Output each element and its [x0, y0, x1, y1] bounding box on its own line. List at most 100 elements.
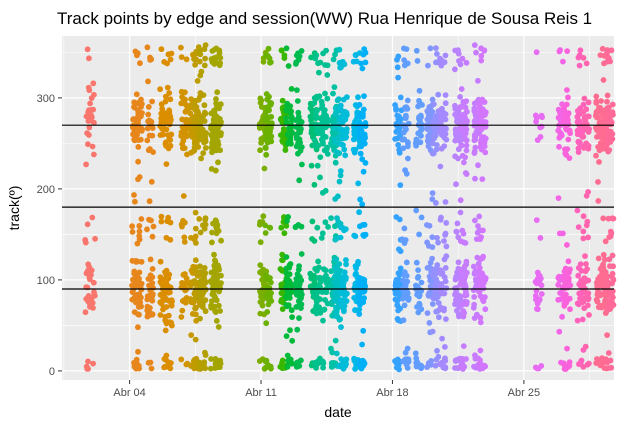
- track-point: [148, 56, 155, 63]
- track-point: [402, 280, 409, 287]
- track-point: [434, 142, 440, 148]
- track-point: [397, 94, 404, 101]
- track-point: [593, 98, 600, 105]
- track-point: [191, 125, 198, 132]
- y-axis-title: track(º): [6, 186, 22, 231]
- track-point: [396, 216, 403, 223]
- track-point: [472, 133, 478, 139]
- track-point: [416, 231, 422, 238]
- track-point: [216, 50, 223, 56]
- track-point: [482, 119, 489, 125]
- track-point: [604, 332, 610, 338]
- track-point: [425, 360, 432, 366]
- track-point: [165, 363, 172, 370]
- track-point: [138, 294, 144, 301]
- track-point: [183, 275, 190, 282]
- track-point: [585, 113, 592, 120]
- track-point: [212, 308, 219, 314]
- track-point: [555, 114, 562, 121]
- track-point: [144, 125, 151, 132]
- track-point: [401, 271, 407, 278]
- track-point: [198, 155, 205, 162]
- track-point: [453, 297, 459, 303]
- track-point: [308, 162, 315, 169]
- track-point: [167, 56, 174, 63]
- track-point: [209, 229, 215, 236]
- track-point: [356, 284, 363, 290]
- track-point: [145, 309, 152, 315]
- track-point: [293, 363, 300, 370]
- track-point: [535, 271, 542, 278]
- track-point: [600, 251, 607, 258]
- track-point: [415, 267, 421, 273]
- track-point: [262, 116, 269, 122]
- track-point: [584, 266, 590, 272]
- track-point: [555, 195, 562, 202]
- track-point: [441, 256, 448, 263]
- track-point: [362, 123, 369, 129]
- track-point: [283, 270, 290, 277]
- track-point: [442, 344, 448, 350]
- track-point: [144, 226, 150, 233]
- track-point: [356, 299, 363, 306]
- track-point: [201, 359, 208, 366]
- track-point: [343, 257, 349, 263]
- track-point: [606, 256, 613, 263]
- track-point: [475, 162, 481, 169]
- track-point: [319, 230, 326, 237]
- track-point: [561, 361, 567, 368]
- track-point: [294, 326, 301, 333]
- track-point: [598, 304, 605, 311]
- track-point: [586, 126, 592, 132]
- track-point: [296, 281, 303, 288]
- track-point: [89, 214, 96, 221]
- track-point: [605, 148, 612, 155]
- track-point: [461, 159, 467, 166]
- track-point: [471, 100, 478, 107]
- track-point: [321, 274, 328, 281]
- track-point: [562, 150, 569, 157]
- track-point: [194, 78, 201, 84]
- track-point: [432, 362, 439, 369]
- track-point: [575, 224, 582, 231]
- track-point: [359, 201, 366, 208]
- track-point: [583, 60, 590, 67]
- track-point: [537, 124, 544, 131]
- track-point: [362, 283, 368, 290]
- track-point: [401, 129, 407, 136]
- track-point: [392, 296, 399, 303]
- track-point: [462, 99, 469, 105]
- track-point: [331, 84, 338, 90]
- track-point: [148, 217, 154, 224]
- track-point: [442, 52, 449, 59]
- track-point: [605, 350, 612, 356]
- track-point: [129, 229, 136, 235]
- track-point: [85, 141, 91, 148]
- track-point: [213, 100, 220, 107]
- track-point: [285, 357, 291, 364]
- track-point: [475, 77, 481, 84]
- track-point: [193, 304, 199, 311]
- track-point: [287, 327, 293, 334]
- track-point: [265, 53, 271, 59]
- track-point: [283, 45, 290, 52]
- y-tick-label: 0: [49, 366, 55, 378]
- track-point: [187, 282, 194, 289]
- track-point: [608, 364, 615, 371]
- track-point: [418, 279, 425, 286]
- session-series: [337, 58, 350, 372]
- track-point: [134, 52, 140, 59]
- track-point: [278, 298, 284, 305]
- track-point: [146, 119, 153, 126]
- track-point: [414, 58, 421, 64]
- track-point: [583, 261, 589, 267]
- track-point: [164, 287, 171, 294]
- track-point: [607, 290, 614, 296]
- track-point: [575, 272, 582, 279]
- track-point: [316, 93, 323, 100]
- track-point: [575, 139, 582, 146]
- track-point: [355, 258, 361, 265]
- track-point: [457, 137, 464, 144]
- track-point: [581, 276, 588, 283]
- track-point: [442, 111, 449, 117]
